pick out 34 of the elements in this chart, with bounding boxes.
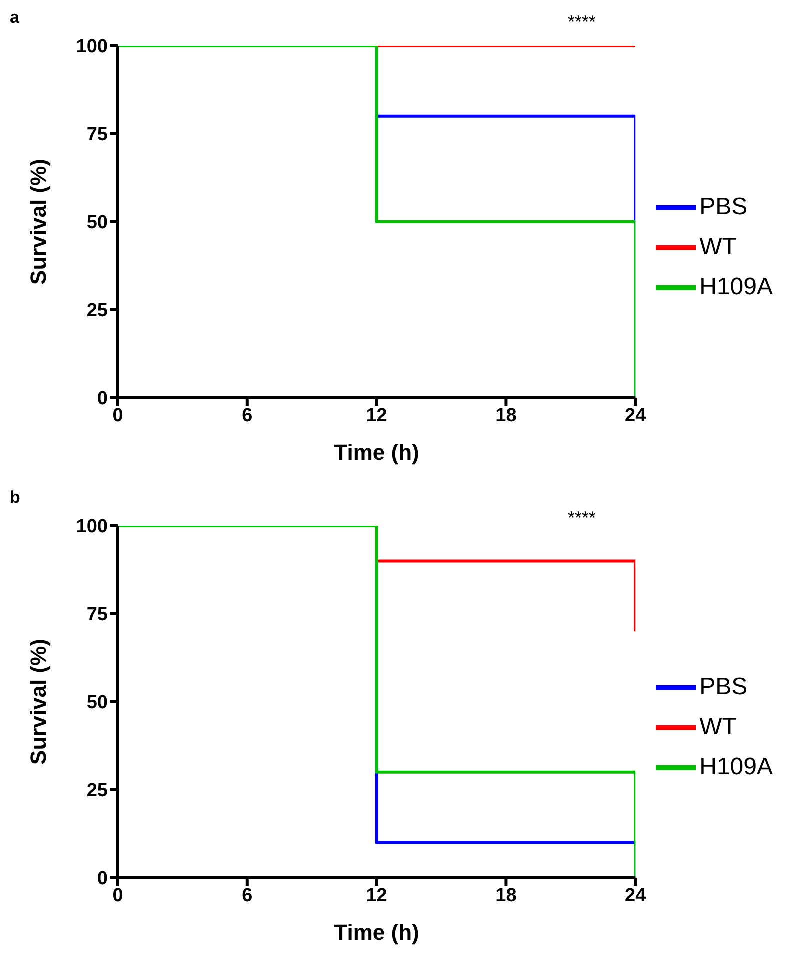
x-tick-label: 6 bbox=[242, 405, 253, 426]
y-tick-label: 100 bbox=[76, 36, 108, 58]
chart-title: a bbox=[10, 8, 20, 28]
y-tick-label: 75 bbox=[86, 604, 108, 626]
x-tick-label: 24 bbox=[625, 885, 647, 906]
y-axis-title: Survival (%) bbox=[26, 639, 51, 765]
x-tick-label: 18 bbox=[496, 885, 517, 906]
y-tick-label: 100 bbox=[76, 516, 108, 538]
y-tick-label: 50 bbox=[86, 692, 108, 714]
legend-label: WT bbox=[700, 713, 737, 740]
legend-label: PBS bbox=[700, 673, 748, 700]
x-tick-label: 6 bbox=[242, 885, 253, 906]
chart-title: b bbox=[10, 488, 20, 508]
text: **** bbox=[568, 12, 596, 33]
x-tick-label: 0 bbox=[112, 885, 124, 906]
x-tick-label: 18 bbox=[496, 405, 517, 426]
x-axis-title: Time (h) bbox=[334, 440, 420, 465]
legend-label: H109A bbox=[700, 753, 773, 780]
y-tick-label: 75 bbox=[86, 124, 108, 146]
x-tick-label: 12 bbox=[366, 405, 388, 426]
x-axis-title: Time (h) bbox=[334, 920, 420, 945]
legend-label: H109A bbox=[700, 273, 773, 300]
x-tick-label: 0 bbox=[112, 405, 124, 426]
y-axis-title: Survival (%) bbox=[26, 159, 51, 285]
legend-label: WT bbox=[700, 233, 737, 260]
annotation: **** bbox=[568, 508, 596, 529]
x-tick-label: 24 bbox=[625, 405, 647, 426]
legend-label: PBS bbox=[700, 193, 748, 220]
y-tick-label: 25 bbox=[86, 780, 108, 802]
y-tick-label: 50 bbox=[86, 212, 108, 234]
y-tick-label: 25 bbox=[86, 300, 108, 322]
y-tick-label: 0 bbox=[97, 868, 108, 890]
y-tick-label: 0 bbox=[97, 388, 108, 410]
x-tick-label: 12 bbox=[366, 885, 388, 906]
